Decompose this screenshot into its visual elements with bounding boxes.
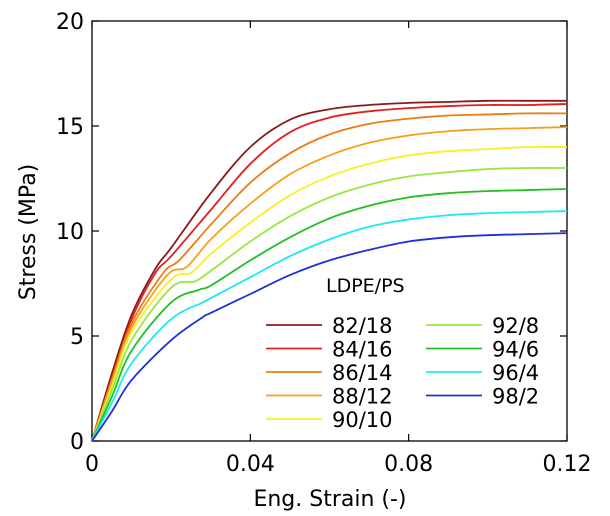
x-tick-label: 0 bbox=[85, 452, 99, 477]
series-line-82-18 bbox=[91, 99, 567, 442]
legend-label: 86/14 bbox=[332, 361, 393, 385]
x-axis-title: Eng. Strain (-) bbox=[253, 487, 406, 512]
legend-label: 90/10 bbox=[332, 408, 393, 432]
series-lines bbox=[91, 99, 568, 442]
series-line-86-14 bbox=[91, 112, 568, 442]
series-line-98-2 bbox=[91, 232, 568, 442]
y-tick-label: 10 bbox=[56, 220, 84, 245]
y-tick-label: 15 bbox=[56, 115, 84, 140]
series-line-84-16 bbox=[91, 103, 568, 442]
x-axis-ticks: 0 0.04 0.08 0.12 bbox=[85, 21, 591, 477]
legend-label: 84/16 bbox=[332, 338, 393, 362]
series-line-90-10 bbox=[91, 145, 568, 442]
series-line-92-8 bbox=[91, 167, 568, 442]
y-tick-label: 0 bbox=[70, 430, 84, 455]
legend-label: 96/4 bbox=[492, 361, 539, 385]
series-line-94-6 bbox=[91, 188, 568, 442]
x-tick-label: 0.12 bbox=[543, 452, 592, 477]
legend-label: 88/12 bbox=[332, 385, 393, 409]
legend-label: 92/8 bbox=[492, 314, 539, 338]
series-line-96-4 bbox=[91, 210, 568, 442]
legend-title: LDPE/PS bbox=[326, 275, 405, 297]
x-tick-label: 0.04 bbox=[226, 452, 275, 477]
y-axis-title: Stress (MPa) bbox=[16, 164, 41, 301]
y-axis-ticks: 0 5 10 15 20 bbox=[56, 10, 567, 455]
series-line-88-12 bbox=[91, 126, 568, 442]
y-tick-label: 5 bbox=[70, 325, 84, 350]
x-tick-label: 0.08 bbox=[384, 452, 433, 477]
legend-label: 94/6 bbox=[492, 338, 539, 362]
legend-label: 82/18 bbox=[332, 314, 393, 338]
legend-label: 98/2 bbox=[492, 385, 539, 409]
y-tick-label: 20 bbox=[56, 10, 84, 35]
